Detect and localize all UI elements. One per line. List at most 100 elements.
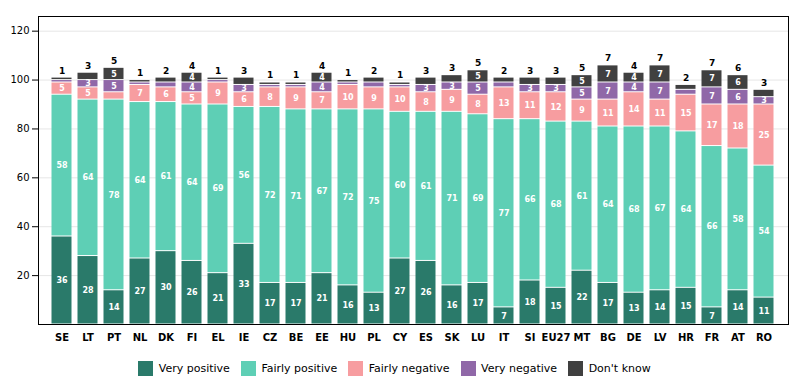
svg-text:4: 4 — [189, 73, 195, 82]
svg-text:1: 1 — [137, 68, 143, 78]
svg-text:64: 64 — [186, 178, 198, 187]
svg-text:2: 2 — [501, 65, 507, 75]
svg-text:8: 8 — [475, 100, 481, 109]
svg-text:FR: FR — [705, 332, 720, 343]
svg-text:13: 13 — [368, 304, 379, 313]
svg-text:2: 2 — [371, 65, 377, 75]
svg-text:15: 15 — [550, 302, 562, 311]
svg-text:22: 22 — [576, 293, 587, 302]
svg-text:30: 30 — [160, 283, 172, 292]
svg-text:54: 54 — [758, 227, 770, 236]
svg-text:5: 5 — [475, 84, 481, 93]
svg-text:6: 6 — [735, 63, 741, 73]
svg-text:7: 7 — [709, 92, 715, 101]
svg-text:6: 6 — [735, 78, 741, 87]
svg-text:BE: BE — [289, 332, 304, 343]
svg-text:SK: SK — [445, 332, 461, 343]
svg-text:ES: ES — [419, 332, 433, 343]
svg-text:27: 27 — [394, 287, 405, 296]
svg-text:69: 69 — [472, 194, 484, 203]
svg-text:3: 3 — [423, 84, 429, 93]
svg-text:15: 15 — [680, 302, 692, 311]
svg-text:5: 5 — [579, 63, 585, 73]
svg-text:3: 3 — [449, 63, 455, 73]
svg-text:11: 11 — [654, 109, 666, 118]
svg-text:CY: CY — [393, 332, 408, 343]
svg-text:61: 61 — [576, 192, 588, 201]
svg-text:60: 60 — [17, 172, 30, 183]
svg-text:3: 3 — [449, 82, 455, 91]
svg-text:14: 14 — [628, 105, 640, 114]
svg-text:6: 6 — [241, 95, 247, 104]
svg-text:67: 67 — [654, 204, 665, 213]
svg-text:11: 11 — [602, 109, 614, 118]
svg-text:66: 66 — [706, 222, 718, 231]
svg-text:4: 4 — [319, 73, 325, 82]
svg-text:80: 80 — [17, 123, 30, 134]
svg-text:60: 60 — [394, 181, 406, 190]
svg-text:3: 3 — [553, 84, 559, 93]
svg-text:9: 9 — [449, 96, 455, 105]
svg-text:61: 61 — [160, 172, 172, 181]
svg-text:5: 5 — [579, 89, 585, 98]
svg-text:71: 71 — [446, 194, 458, 203]
svg-text:17: 17 — [602, 299, 613, 308]
svg-text:6: 6 — [163, 90, 169, 99]
svg-text:FI: FI — [187, 332, 198, 343]
svg-text:3: 3 — [553, 65, 559, 75]
svg-text:NL: NL — [133, 332, 148, 343]
svg-text:5: 5 — [189, 94, 195, 103]
svg-text:7: 7 — [657, 70, 663, 79]
svg-text:17: 17 — [264, 299, 275, 308]
svg-text:7: 7 — [501, 312, 507, 321]
svg-text:64: 64 — [134, 176, 146, 185]
svg-text:3: 3 — [761, 78, 767, 88]
svg-text:7: 7 — [657, 87, 663, 96]
svg-text:78: 78 — [108, 191, 120, 200]
svg-text:DE: DE — [626, 332, 641, 343]
svg-text:75: 75 — [368, 197, 380, 206]
svg-text:9: 9 — [215, 89, 221, 98]
svg-text:5: 5 — [85, 89, 91, 98]
svg-text:11: 11 — [524, 101, 536, 110]
svg-text:5: 5 — [475, 58, 481, 68]
svg-text:67: 67 — [316, 187, 327, 196]
svg-text:66: 66 — [524, 195, 536, 204]
svg-text:28: 28 — [82, 286, 94, 295]
svg-text:3: 3 — [85, 61, 91, 71]
svg-text:61: 61 — [420, 182, 432, 191]
svg-text:3: 3 — [527, 84, 533, 93]
svg-text:26: 26 — [420, 288, 432, 297]
svg-text:1: 1 — [267, 70, 273, 80]
svg-text:10: 10 — [394, 95, 406, 104]
svg-text:1: 1 — [293, 70, 299, 80]
svg-text:18: 18 — [524, 298, 536, 307]
svg-text:EU27: EU27 — [542, 332, 571, 343]
svg-text:5: 5 — [111, 70, 117, 79]
svg-text:40: 40 — [17, 221, 30, 232]
svg-text:3: 3 — [527, 65, 533, 75]
svg-text:HR: HR — [678, 332, 694, 343]
svg-text:5: 5 — [59, 84, 65, 93]
svg-text:8: 8 — [267, 93, 273, 102]
svg-text:9: 9 — [293, 94, 299, 103]
svg-text:7: 7 — [605, 53, 611, 63]
svg-text:4: 4 — [631, 73, 637, 82]
svg-text:56: 56 — [238, 171, 250, 180]
svg-text:64: 64 — [680, 205, 692, 214]
svg-text:5: 5 — [475, 72, 481, 81]
svg-text:4: 4 — [319, 61, 325, 71]
svg-text:21: 21 — [212, 294, 224, 303]
svg-text:15: 15 — [680, 109, 692, 118]
svg-text:SE: SE — [55, 332, 69, 343]
svg-text:1: 1 — [397, 70, 403, 80]
svg-text:17: 17 — [290, 299, 301, 308]
svg-text:3: 3 — [761, 96, 767, 105]
svg-text:17: 17 — [706, 121, 717, 130]
svg-text:25: 25 — [758, 131, 770, 140]
svg-text:7: 7 — [319, 96, 325, 105]
svg-text:7: 7 — [137, 89, 143, 98]
svg-text:7: 7 — [605, 70, 611, 79]
svg-text:14: 14 — [108, 303, 120, 312]
svg-text:7: 7 — [657, 53, 663, 63]
